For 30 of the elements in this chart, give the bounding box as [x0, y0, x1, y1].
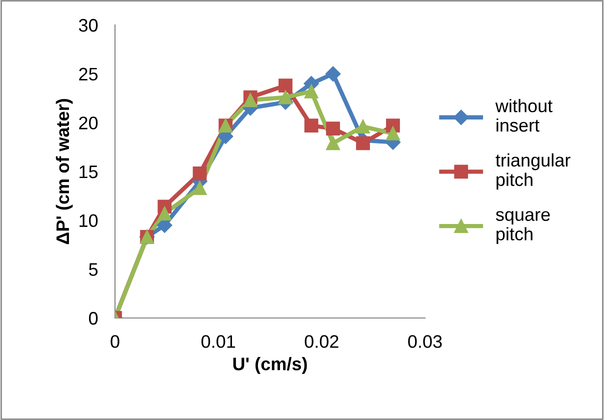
point: [325, 66, 341, 82]
point: [192, 166, 207, 180]
point: [243, 93, 258, 108]
x-axis-title: U' (cm/s): [233, 357, 307, 374]
point: [326, 122, 340, 136]
point: [158, 206, 172, 220]
point: [386, 126, 400, 140]
y-axis-title: ΔP' (cm of water): [56, 99, 73, 244]
y-tick-label: 20: [79, 116, 98, 130]
point: [304, 84, 318, 98]
y-tick-label: 15: [80, 166, 98, 178]
point: [326, 136, 340, 150]
point: [278, 90, 292, 104]
point: [356, 136, 370, 150]
point: [356, 120, 370, 134]
x-tick-label: 0.02: [304, 335, 338, 348]
point: [304, 118, 318, 133]
y-tick-label: 5: [89, 263, 98, 276]
legend-label: square pitch: [496, 211, 550, 244]
y-tick-label: 10: [80, 214, 98, 228]
point: [192, 181, 207, 196]
legend-label: triangular pitch: [496, 153, 570, 190]
y-tick-label: 25: [79, 68, 98, 81]
legend-label: without insert: [495, 99, 552, 132]
x-tick-label: 0.01: [201, 335, 236, 348]
point: [278, 78, 292, 92]
y-tick-label: 30: [78, 18, 98, 32]
y-tick-label: 0: [89, 312, 98, 325]
x-tick-label: 0: [110, 335, 120, 348]
x-tick-label: 0.03: [408, 335, 442, 348]
